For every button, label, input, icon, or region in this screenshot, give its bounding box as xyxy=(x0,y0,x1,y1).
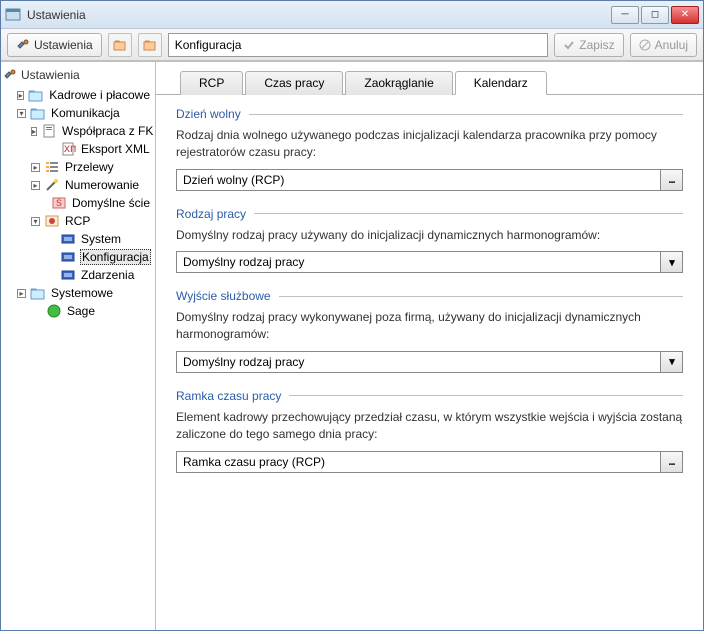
expand-icon[interactable]: ▸ xyxy=(31,163,40,172)
rcp-icon xyxy=(44,213,60,229)
svg-text:ś: ś xyxy=(56,195,62,209)
section-rodzaj: Rodzaj pracy Domyślny rodzaj pracy używa… xyxy=(176,207,683,274)
titlebar: Ustawienia ─ ◻ ✕ xyxy=(1,1,703,29)
node-system[interactable]: System xyxy=(3,230,153,248)
node-zdarzenia[interactable]: Zdarzenia xyxy=(3,266,153,284)
section-desc: Element kadrowy przechowujący przedział … xyxy=(176,409,683,443)
body: Ustawienia ▸ Kadrowe i płacowe ▾ Komunik… xyxy=(1,61,703,630)
section-title: Rodzaj pracy xyxy=(176,207,246,221)
section-desc: Domyślny rodzaj pracy wykonywanej poza f… xyxy=(176,309,683,343)
node-sage[interactable]: Sage xyxy=(3,302,153,320)
node-komunikacja[interactable]: ▾ Komunikacja xyxy=(3,104,153,122)
section-ramka: Ramka czasu pracy Element kadrowy przech… xyxy=(176,389,683,473)
collapse-icon[interactable]: ▾ xyxy=(17,109,26,118)
dzien-input[interactable]: Dzień wolny (RCP) xyxy=(176,169,661,191)
tab-czas[interactable]: Czas pracy xyxy=(245,71,343,95)
node-domyslne[interactable]: ś Domyślne ście xyxy=(3,194,153,212)
doc-icon xyxy=(41,123,57,139)
rodzaj-select[interactable]: Domyślny rodzaj pracy xyxy=(176,251,661,273)
divider xyxy=(289,395,683,396)
breadcrumb-input[interactable]: Konfiguracja xyxy=(168,33,549,57)
tab-panel: Dzień wolny Rodzaj dnia wolnego używaneg… xyxy=(156,95,703,630)
list-icon xyxy=(44,159,60,175)
window-buttons: ─ ◻ ✕ xyxy=(611,6,699,24)
folder-icon xyxy=(30,285,46,301)
maximize-button[interactable]: ◻ xyxy=(641,6,669,24)
settings-button[interactable]: Ustawienia xyxy=(7,33,102,57)
wyjscie-select[interactable]: Domyślny rodzaj pracy xyxy=(176,351,661,373)
field-ramka: Ramka czasu pracy (RCP) ... xyxy=(176,451,683,473)
sage-icon xyxy=(46,303,62,319)
field-rodzaj: Domyślny rodzaj pracy ▾ xyxy=(176,251,683,273)
tree-root-label: Ustawienia xyxy=(21,68,80,82)
section-title: Ramka czasu pracy xyxy=(176,389,281,403)
wand-icon xyxy=(44,177,60,193)
field-dzien: Dzień wolny (RCP) ... xyxy=(176,169,683,191)
expand-icon[interactable]: ▸ xyxy=(17,289,26,298)
window-title: Ustawienia xyxy=(27,8,611,22)
ramka-browse-button[interactable]: ... xyxy=(661,451,683,473)
content-panel: RCP Czas pracy Zaokrąglanie Kalendarz Dz… xyxy=(156,62,703,630)
tabs: RCP Czas pracy Zaokrąglanie Kalendarz xyxy=(156,62,703,95)
divider xyxy=(254,213,683,214)
nav-back-button[interactable] xyxy=(108,33,132,57)
tab-rcp[interactable]: RCP xyxy=(180,71,243,95)
wrench-icon xyxy=(16,38,30,52)
svg-text:xml: xml xyxy=(64,141,76,155)
settings-window: Ustawienia ─ ◻ ✕ Ustawienia Konfiguracja… xyxy=(0,0,704,631)
breadcrumb-text: Konfiguracja xyxy=(175,38,242,52)
path-icon: ś xyxy=(51,195,67,211)
tools-icon xyxy=(3,68,17,82)
folder-icon xyxy=(28,87,44,103)
save-label: Zapisz xyxy=(579,38,614,52)
collapse-icon[interactable]: ▾ xyxy=(31,217,40,226)
item-icon xyxy=(60,231,76,247)
cancel-label: Anuluj xyxy=(655,38,688,52)
node-wspolpraca[interactable]: ▸ Współpraca z FK xyxy=(3,122,153,140)
tab-zaokr[interactable]: Zaokrąglanie xyxy=(345,71,452,95)
ramka-input[interactable]: Ramka czasu pracy (RCP) xyxy=(176,451,661,473)
app-icon xyxy=(5,7,21,23)
section-title: Wyjście służbowe xyxy=(176,289,271,303)
node-przelewy[interactable]: ▸ Przelewy xyxy=(3,158,153,176)
wyjscie-dropdown-button[interactable]: ▾ xyxy=(661,351,683,373)
node-rcp[interactable]: ▾ RCP xyxy=(3,212,153,230)
check-icon xyxy=(563,39,575,51)
section-wyjscie: Wyjście służbowe Domyślny rodzaj pracy w… xyxy=(176,289,683,373)
tree-root[interactable]: Ustawienia xyxy=(3,68,153,82)
node-kadrowe[interactable]: ▸ Kadrowe i płacowe xyxy=(3,86,153,104)
item-icon xyxy=(60,267,76,283)
tree-panel: Ustawienia ▸ Kadrowe i płacowe ▾ Komunik… xyxy=(1,62,156,630)
node-systemowe[interactable]: ▸ Systemowe xyxy=(3,284,153,302)
nav-fwd-button[interactable] xyxy=(138,33,162,57)
expand-icon[interactable]: ▸ xyxy=(31,127,37,136)
xml-icon: xml xyxy=(60,141,76,157)
folder-open-icon xyxy=(30,105,46,121)
cancel-icon xyxy=(639,39,651,51)
cancel-button[interactable]: Anuluj xyxy=(630,33,697,57)
section-dzien: Dzień wolny Rodzaj dnia wolnego używaneg… xyxy=(176,107,683,191)
section-title: Dzień wolny xyxy=(176,107,241,121)
expand-icon[interactable]: ▸ xyxy=(31,181,40,190)
folder-back-icon xyxy=(113,38,127,52)
node-numerowanie[interactable]: ▸ Numerowanie xyxy=(3,176,153,194)
settings-button-label: Ustawienia xyxy=(34,38,93,52)
toolbar: Ustawienia Konfiguracja Zapisz Anuluj xyxy=(1,29,703,61)
divider xyxy=(279,296,683,297)
item-icon xyxy=(60,249,76,265)
expand-icon[interactable]: ▸ xyxy=(17,91,24,100)
dzien-browse-button[interactable]: ... xyxy=(661,169,683,191)
minimize-button[interactable]: ─ xyxy=(611,6,639,24)
save-button[interactable]: Zapisz xyxy=(554,33,623,57)
node-eksport[interactable]: xml Eksport XML xyxy=(3,140,153,158)
close-button[interactable]: ✕ xyxy=(671,6,699,24)
divider xyxy=(249,114,683,115)
node-konfiguracja[interactable]: Konfiguracja xyxy=(3,248,153,266)
rodzaj-dropdown-button[interactable]: ▾ xyxy=(661,251,683,273)
tab-kalendarz[interactable]: Kalendarz xyxy=(455,71,547,95)
folder-fwd-icon xyxy=(143,38,157,52)
section-desc: Rodzaj dnia wolnego używanego podczas in… xyxy=(176,127,683,161)
field-wyjscie: Domyślny rodzaj pracy ▾ xyxy=(176,351,683,373)
section-desc: Domyślny rodzaj pracy używany do inicjal… xyxy=(176,227,683,244)
